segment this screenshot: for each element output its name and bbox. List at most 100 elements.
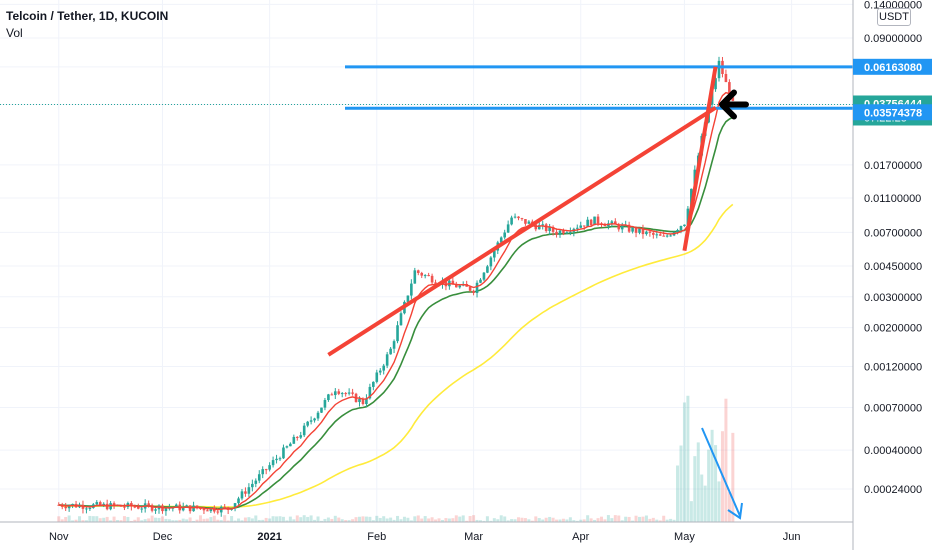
volume-bar	[240, 520, 244, 522]
candle-body	[247, 487, 251, 494]
volume-bar	[551, 517, 555, 522]
candle-body	[199, 508, 202, 510]
volume-bar	[268, 518, 272, 522]
volume-bar	[472, 515, 476, 522]
volume-bar	[606, 515, 610, 522]
candle-body	[174, 504, 178, 508]
candle-body	[641, 228, 645, 235]
candle-body	[95, 502, 99, 505]
volume-bar	[122, 516, 126, 522]
volume-bar	[205, 518, 209, 522]
volume-bar	[613, 515, 617, 522]
volume-bar	[212, 515, 216, 522]
volume-bar	[60, 519, 64, 522]
volume-bar	[679, 445, 683, 522]
candle-body	[233, 503, 237, 509]
y-tick-label: 0.09000000	[864, 33, 922, 45]
volume-bar	[658, 520, 662, 522]
x-tick-label: Mar	[464, 531, 483, 543]
candle-body	[223, 506, 226, 508]
y-tick-label: 0.00450000	[864, 261, 922, 273]
price-axis-background	[853, 0, 932, 550]
candle-body	[347, 392, 351, 394]
symbol-title[interactable]: Telcoin / Tether, 1D, KUCOIN	[6, 8, 168, 24]
volume-bar	[198, 515, 202, 522]
volume-legend: Vol	[6, 26, 23, 40]
volume-bar	[116, 520, 120, 522]
currency-selector[interactable]: USDT	[877, 8, 911, 26]
volume-bar	[506, 520, 510, 522]
volume-bar	[638, 516, 642, 522]
candle-body	[669, 235, 672, 237]
volume-bar	[482, 520, 486, 522]
candle-body	[344, 393, 347, 395]
candle-body	[313, 418, 316, 421]
volume-bar	[364, 516, 368, 522]
volume-bar	[440, 519, 444, 522]
candle-body	[506, 224, 510, 233]
volume-bar	[517, 517, 521, 522]
volume-bar	[143, 519, 147, 522]
candle-body	[658, 234, 662, 236]
x-tick-label: Apr	[572, 531, 589, 543]
volume-bar	[129, 520, 133, 522]
volume-bar	[396, 515, 400, 522]
volume-bar	[281, 516, 285, 522]
candle-body	[185, 505, 188, 507]
candle-body	[292, 436, 296, 444]
volume-bar	[530, 520, 534, 522]
candle-body	[358, 398, 361, 403]
volume-bar	[313, 519, 317, 522]
volume-bar	[150, 515, 154, 522]
candle-body	[123, 506, 126, 508]
volume-bar	[534, 516, 538, 522]
volume-bar	[430, 517, 434, 522]
volume-bar	[109, 520, 113, 522]
volume-bar	[555, 519, 559, 522]
candle-body	[181, 506, 185, 511]
volume-bar	[589, 518, 593, 522]
candle-body	[728, 82, 731, 98]
x-tick-label: Nov	[49, 531, 69, 543]
volume-bar	[665, 519, 669, 522]
volume-bar	[358, 516, 362, 522]
volume-bar	[655, 519, 659, 522]
y-tick-label: 0.00024000	[864, 484, 922, 496]
candle-body	[416, 270, 420, 273]
volume-bar	[586, 515, 590, 522]
volume-bar	[167, 519, 171, 522]
candle-body	[337, 391, 341, 394]
price-tag-label: 0.06163080	[864, 62, 922, 74]
candle-body	[648, 231, 652, 233]
candle-body	[295, 436, 299, 438]
candle-body	[330, 394, 334, 396]
volume-bar	[682, 402, 686, 522]
volume-bar	[416, 515, 420, 522]
candle-body	[499, 237, 503, 243]
volume-bar	[278, 516, 282, 522]
ma-fast-red	[58, 91, 734, 511]
volume-bar	[389, 517, 393, 522]
volume-bar	[409, 520, 413, 522]
volume-bar	[299, 517, 303, 522]
volume-bar	[413, 516, 417, 522]
candle-body	[378, 370, 382, 373]
volume-bar	[676, 465, 680, 522]
candle-body	[479, 279, 482, 283]
y-tick-label: 0.00120000	[864, 362, 922, 374]
volume-bar	[181, 518, 185, 522]
volume-bar	[423, 516, 427, 522]
candle-body	[206, 510, 209, 512]
volume-bar	[703, 485, 707, 522]
candle-body	[340, 393, 344, 395]
volume-bar	[223, 515, 227, 522]
candle-body	[244, 491, 247, 494]
y-tick-label: 0.01100000	[864, 193, 921, 205]
candle-body	[306, 421, 309, 426]
volume-bar	[700, 474, 704, 522]
volume-bar	[499, 515, 503, 522]
candle-body	[458, 285, 462, 288]
candle-body	[334, 391, 337, 396]
